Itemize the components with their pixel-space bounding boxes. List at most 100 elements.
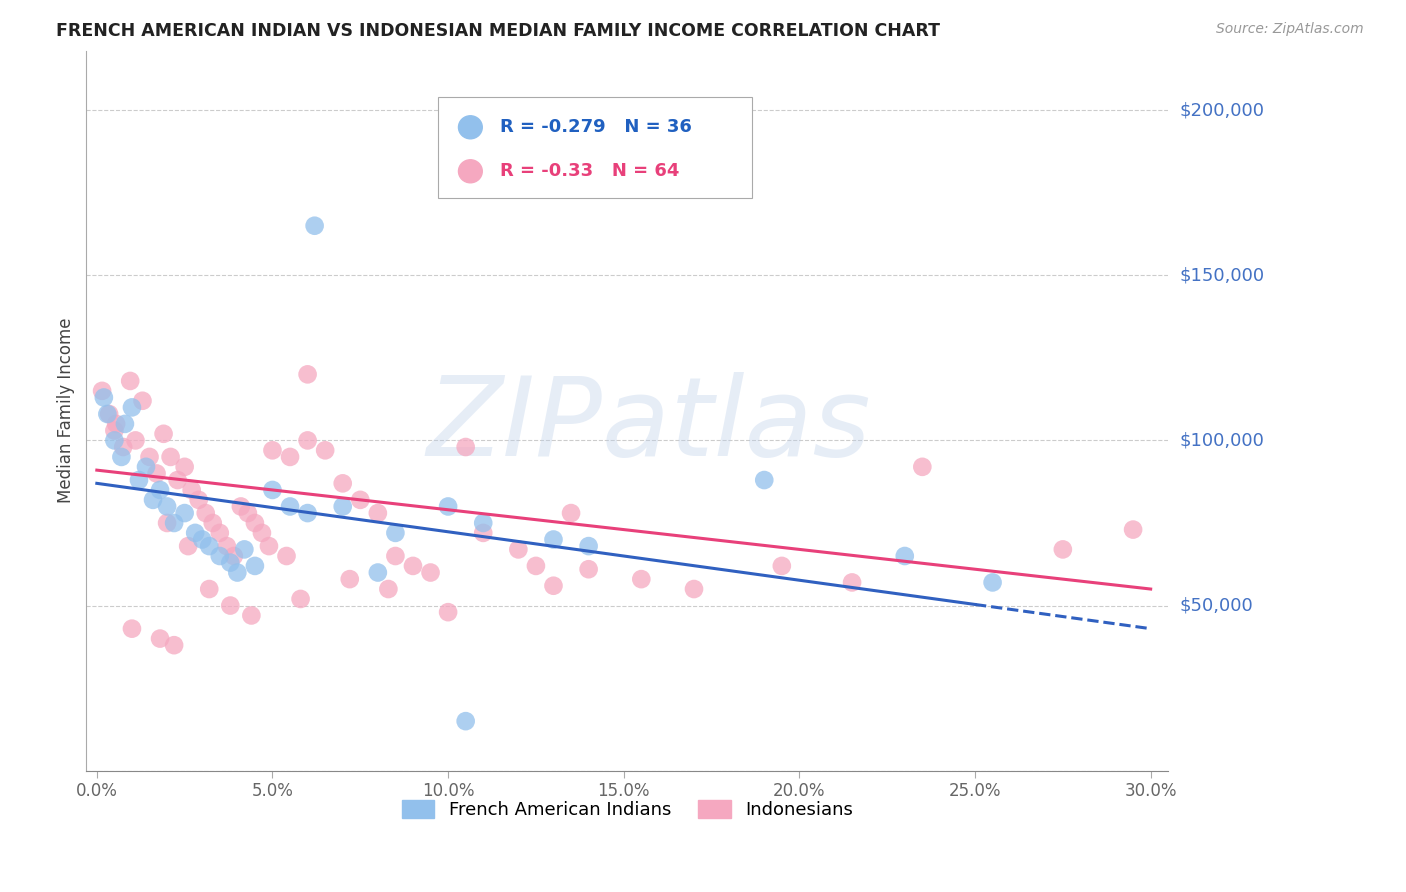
Point	[454, 440, 477, 454]
Text: Source: ZipAtlas.com: Source: ZipAtlas.com	[1216, 22, 1364, 37]
Point	[114, 417, 136, 431]
Point	[384, 525, 406, 540]
Point	[128, 473, 150, 487]
Point	[173, 506, 195, 520]
Point	[219, 599, 242, 613]
Point	[208, 525, 231, 540]
Point	[194, 506, 217, 520]
Point	[135, 459, 157, 474]
Text: $50,000: $50,000	[1180, 597, 1253, 615]
Point	[226, 566, 249, 580]
Point	[131, 393, 153, 408]
Point	[630, 572, 652, 586]
Point	[419, 566, 441, 580]
Point	[198, 539, 221, 553]
Point	[166, 473, 188, 487]
Point	[524, 558, 547, 573]
Point	[124, 434, 146, 448]
Point	[472, 516, 495, 530]
Point	[105, 417, 128, 431]
Point	[454, 714, 477, 728]
Point	[683, 582, 706, 596]
Point	[297, 506, 319, 520]
Point	[159, 450, 181, 464]
Point	[208, 549, 231, 563]
Point	[349, 492, 371, 507]
Text: $150,000: $150,000	[1180, 267, 1264, 285]
FancyBboxPatch shape	[437, 97, 752, 198]
Point	[184, 525, 207, 540]
Point	[770, 558, 793, 573]
Point	[437, 605, 460, 619]
Point	[1052, 542, 1074, 557]
Point	[278, 450, 301, 464]
Legend: French American Indians, Indonesians: French American Indians, Indonesians	[395, 793, 860, 827]
Point	[103, 424, 125, 438]
Point	[142, 492, 165, 507]
Point	[163, 516, 186, 530]
Point	[121, 622, 143, 636]
Point	[93, 391, 115, 405]
Point	[367, 566, 389, 580]
Point	[1122, 523, 1144, 537]
Point	[262, 483, 284, 497]
Point	[149, 483, 172, 497]
Point	[981, 575, 1004, 590]
Y-axis label: Median Family Income: Median Family Income	[58, 318, 75, 503]
Point	[138, 450, 160, 464]
Point	[243, 558, 266, 573]
Text: R = -0.279   N = 36: R = -0.279 N = 36	[499, 119, 692, 136]
Point	[508, 542, 530, 557]
Text: ZIPatlas: ZIPatlas	[426, 372, 872, 479]
Point	[314, 443, 336, 458]
Point	[103, 434, 125, 448]
Point	[145, 467, 167, 481]
Point	[180, 483, 202, 497]
Point	[112, 440, 135, 454]
Point	[332, 500, 354, 514]
Point	[236, 506, 259, 520]
Point	[339, 572, 361, 586]
Ellipse shape	[458, 160, 482, 183]
Point	[754, 473, 776, 487]
Point	[149, 632, 172, 646]
Point	[229, 500, 252, 514]
Point	[215, 539, 238, 553]
Point	[304, 219, 326, 233]
Point	[250, 525, 273, 540]
Point	[120, 374, 142, 388]
Point	[257, 539, 280, 553]
Point	[156, 500, 179, 514]
Point	[278, 500, 301, 514]
Point	[91, 384, 114, 398]
Point	[96, 407, 118, 421]
Point	[297, 434, 319, 448]
Point	[437, 500, 460, 514]
Point	[276, 549, 298, 563]
Point	[290, 591, 312, 606]
Point	[222, 549, 245, 563]
Ellipse shape	[458, 116, 482, 139]
Point	[163, 638, 186, 652]
Point	[402, 558, 425, 573]
Point	[173, 459, 195, 474]
Point	[543, 579, 565, 593]
Point	[219, 556, 242, 570]
Point	[191, 533, 214, 547]
Point	[187, 492, 209, 507]
Point	[98, 407, 121, 421]
Text: $100,000: $100,000	[1180, 432, 1264, 450]
Point	[560, 506, 582, 520]
Point	[240, 608, 263, 623]
Point	[262, 443, 284, 458]
Point	[841, 575, 863, 590]
Point	[110, 450, 132, 464]
Point	[177, 539, 200, 553]
Point	[543, 533, 565, 547]
Point	[201, 516, 224, 530]
Point	[472, 525, 495, 540]
Point	[121, 401, 143, 415]
Point	[377, 582, 399, 596]
Point	[367, 506, 389, 520]
Point	[297, 368, 319, 382]
